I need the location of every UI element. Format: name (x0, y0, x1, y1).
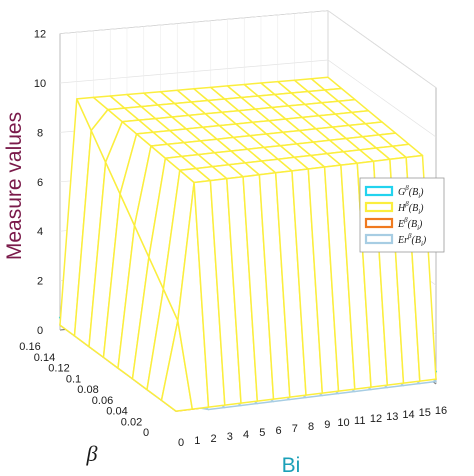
z-gridline (59, 10, 437, 88)
x-tick-label: 7 (292, 423, 298, 435)
legend-label: Gβ(Bi) (398, 184, 424, 200)
y-tick-label: 0.12 (48, 363, 69, 375)
z-tick-label: 0 (37, 325, 43, 337)
y-tick-label: 0.14 (34, 352, 55, 364)
y-tick-label: 0.1 (66, 373, 81, 385)
legend-swatch (364, 233, 394, 245)
legend-label: Erβ(Bi) (397, 232, 427, 248)
legend-swatch (364, 185, 394, 197)
x-axis-label: Bi (282, 454, 301, 476)
y-tick-label: 0.04 (106, 406, 127, 418)
x-tick-label: 15 (419, 407, 431, 419)
x-tick-label: 14 (402, 409, 414, 421)
x-tick-label: 5 (259, 427, 265, 439)
x-tick-label: 4 (243, 429, 249, 441)
x-tick-label: 1 (194, 435, 200, 447)
surfaces (58, 76, 438, 412)
legend-label: Eβ(Bi) (397, 216, 423, 232)
legend-label: Hβ(Bi) (397, 200, 424, 216)
z-tick-label: 10 (34, 78, 46, 90)
x-tick-label: 16 (435, 405, 447, 417)
y-tick-label: 0.16 (19, 341, 40, 353)
legend: Gβ(Bi)Hβ(Bi)Eβ(Bi)Erβ(Bi) (359, 177, 445, 253)
z-tick-label: 2 (37, 276, 43, 288)
x-tick-label: 6 (275, 425, 281, 437)
y-tick-label: 0.06 (92, 395, 113, 407)
legend-entry: Erβ(Bi) (364, 232, 427, 248)
x-tick-label: 3 (227, 431, 233, 443)
legend-swatch (364, 217, 394, 229)
y-tick-label: 0.02 (121, 416, 142, 428)
x-tick-label: 9 (324, 419, 330, 431)
z-tick-label: 6 (37, 177, 43, 189)
x-tick-label: 0 (178, 437, 184, 449)
z-tick-label: 12 (34, 29, 46, 41)
x-tick-label: 8 (308, 421, 314, 433)
z-axis-label: Measure values (3, 112, 26, 260)
y-tick-label: 0 (143, 427, 149, 439)
x-tick-label: 2 (210, 433, 216, 445)
legend-entry: Eβ(Bi) (364, 216, 423, 232)
y-axis-label: β (86, 441, 98, 466)
legend-entries: Gβ(Bi)Hβ(Bi)Eβ(Bi)Erβ(Bi) (364, 184, 427, 248)
x-tick-label: 13 (386, 411, 398, 423)
y-tick-label: 0.08 (77, 384, 98, 396)
legend-swatch (364, 201, 394, 213)
x-tick-label: 11 (354, 415, 365, 427)
x-tick-label: 12 (370, 413, 382, 425)
x-tick-label: 10 (337, 417, 349, 429)
legend-entry: Gβ(Bi) (364, 184, 424, 200)
z-tick-label: 8 (37, 127, 43, 139)
z-tick-label: 4 (37, 226, 43, 238)
legend-entry: Hβ(Bi) (364, 200, 424, 216)
